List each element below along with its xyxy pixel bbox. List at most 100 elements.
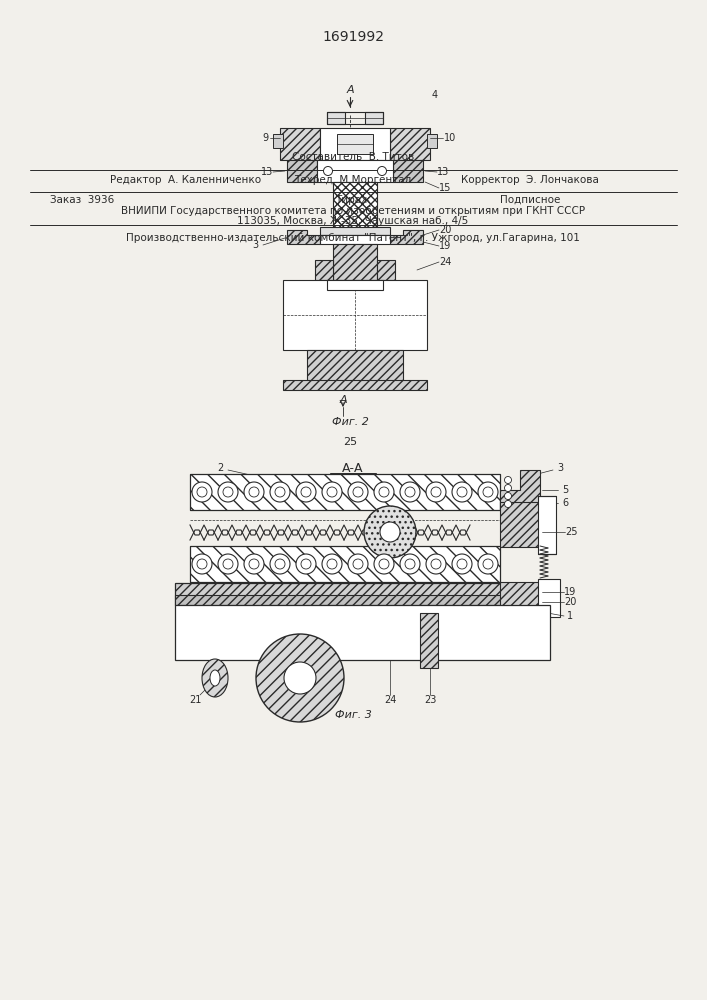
Circle shape <box>457 559 467 569</box>
Text: Фиг. 2: Фиг. 2 <box>332 417 368 427</box>
Circle shape <box>322 482 342 502</box>
Circle shape <box>378 166 387 176</box>
Circle shape <box>478 482 498 502</box>
Circle shape <box>348 554 368 574</box>
Polygon shape <box>390 230 423 244</box>
Text: А-А: А-А <box>342 462 363 475</box>
Text: 6: 6 <box>562 498 568 508</box>
Bar <box>320 227 390 235</box>
Circle shape <box>275 559 285 569</box>
Circle shape <box>256 634 344 722</box>
Bar <box>393 160 423 182</box>
Circle shape <box>197 487 207 497</box>
Circle shape <box>244 554 264 574</box>
Text: 25: 25 <box>343 437 357 447</box>
Text: Техред  М.Моргентал: Техред М.Моргентал <box>294 175 411 185</box>
Circle shape <box>284 662 316 694</box>
Text: 1691992: 1691992 <box>322 30 384 44</box>
Circle shape <box>192 482 212 502</box>
Bar <box>365 112 383 124</box>
Circle shape <box>327 487 337 497</box>
Bar <box>327 280 383 290</box>
Circle shape <box>218 482 238 502</box>
Circle shape <box>301 559 311 569</box>
Text: 23: 23 <box>423 695 436 705</box>
Text: 3: 3 <box>252 240 258 250</box>
Ellipse shape <box>210 670 220 686</box>
Text: 2: 2 <box>217 463 223 473</box>
Text: 10: 10 <box>444 133 456 143</box>
Text: 19: 19 <box>439 241 451 251</box>
Circle shape <box>322 554 342 574</box>
Text: 24: 24 <box>384 695 396 705</box>
Circle shape <box>505 477 511 484</box>
Bar <box>538 496 556 554</box>
Text: Редактор  А. Каленниченко: Редактор А. Каленниченко <box>110 175 261 185</box>
Circle shape <box>324 166 332 176</box>
Circle shape <box>353 559 363 569</box>
Circle shape <box>223 487 233 497</box>
Bar <box>283 280 427 350</box>
Text: 1: 1 <box>567 611 573 621</box>
Bar <box>320 128 390 160</box>
Bar <box>337 134 373 154</box>
Text: Составитель  В. Титов: Составитель В. Титов <box>292 152 414 162</box>
Circle shape <box>431 487 441 497</box>
Circle shape <box>197 559 207 569</box>
Circle shape <box>483 487 493 497</box>
Bar <box>175 595 550 605</box>
Bar <box>427 134 437 148</box>
Circle shape <box>270 482 290 502</box>
Bar <box>327 112 345 124</box>
Polygon shape <box>287 230 320 244</box>
Polygon shape <box>500 470 540 510</box>
Circle shape <box>400 482 420 502</box>
Bar <box>317 160 393 182</box>
Bar <box>287 160 317 182</box>
Bar <box>175 583 550 605</box>
Text: А: А <box>346 85 354 95</box>
Bar <box>190 474 500 510</box>
Circle shape <box>327 559 337 569</box>
Circle shape <box>483 559 493 569</box>
Text: 4: 4 <box>432 90 438 100</box>
Text: 13: 13 <box>261 167 273 177</box>
Circle shape <box>353 487 363 497</box>
Bar <box>315 260 333 280</box>
Circle shape <box>380 522 400 542</box>
Circle shape <box>296 554 316 574</box>
Bar <box>538 579 560 617</box>
Circle shape <box>452 554 472 574</box>
Text: 5: 5 <box>562 485 568 495</box>
Text: 24: 24 <box>439 257 451 267</box>
Circle shape <box>426 482 446 502</box>
Circle shape <box>364 506 416 558</box>
Circle shape <box>379 559 389 569</box>
Circle shape <box>296 482 316 502</box>
Circle shape <box>452 482 472 502</box>
Bar <box>190 546 500 582</box>
Circle shape <box>400 554 420 574</box>
Text: 113035, Москва, Ж-35, Чаушская наб., 4/5: 113035, Москва, Ж-35, Чаушская наб., 4/5 <box>238 216 469 226</box>
Bar <box>420 613 438 668</box>
Bar <box>307 350 403 382</box>
Circle shape <box>223 559 233 569</box>
Circle shape <box>379 487 389 497</box>
Text: Корректор  Э. Лончакова: Корректор Э. Лончакова <box>461 175 599 185</box>
Text: 21: 21 <box>189 695 201 705</box>
Circle shape <box>249 559 259 569</box>
Circle shape <box>374 482 394 502</box>
Bar <box>320 235 390 244</box>
Circle shape <box>270 554 290 574</box>
Circle shape <box>457 487 467 497</box>
Bar <box>283 380 427 390</box>
Text: Заказ  3936: Заказ 3936 <box>50 195 115 205</box>
Bar <box>333 182 377 230</box>
Bar <box>280 128 320 160</box>
Bar <box>175 605 550 660</box>
Bar <box>273 134 283 148</box>
Circle shape <box>505 485 511 491</box>
Bar <box>190 546 500 582</box>
Text: 15: 15 <box>439 183 451 193</box>
Circle shape <box>505 500 511 508</box>
